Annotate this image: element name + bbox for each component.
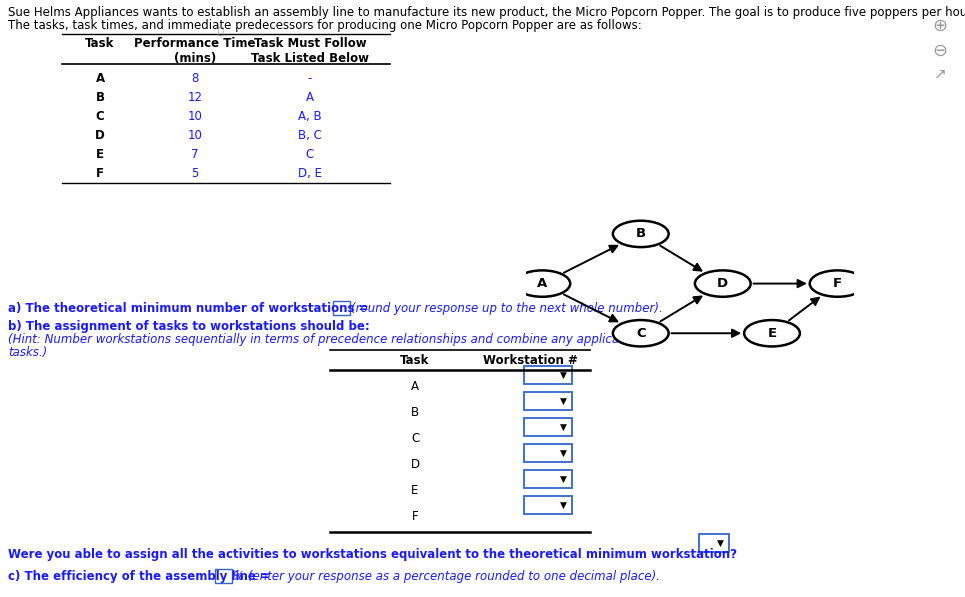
- FancyBboxPatch shape: [524, 366, 572, 384]
- Circle shape: [810, 270, 866, 297]
- Text: The tasks, task times, and immediate predecessors for producing one Micro Popcor: The tasks, task times, and immediate pre…: [8, 19, 642, 32]
- Text: 8: 8: [191, 72, 199, 85]
- Text: F: F: [96, 167, 104, 180]
- Text: C: C: [96, 110, 104, 123]
- Text: F: F: [833, 277, 842, 290]
- Text: ▼: ▼: [560, 371, 566, 380]
- Text: E: E: [411, 484, 419, 497]
- Text: D: D: [717, 277, 729, 290]
- FancyBboxPatch shape: [524, 444, 572, 462]
- Text: 10: 10: [187, 110, 203, 123]
- Text: (Hint: Number workstations sequentially in terms of precedence relationships and: (Hint: Number workstations sequentially …: [8, 333, 637, 346]
- Text: c) The efficiency of the assembly line =: c) The efficiency of the assembly line =: [8, 570, 274, 583]
- Text: Task: Task: [85, 37, 115, 50]
- Text: ⬜: ⬜: [217, 25, 223, 35]
- Text: Sue Helms Appliances wants to establish an assembly line to manufacture its new : Sue Helms Appliances wants to establish …: [8, 6, 965, 19]
- Text: Performance Time
(mins): Performance Time (mins): [134, 37, 256, 65]
- Text: 5: 5: [191, 167, 199, 180]
- Text: E: E: [96, 148, 104, 161]
- Text: ▼: ▼: [560, 500, 566, 509]
- Text: B: B: [96, 91, 104, 104]
- Text: ↗: ↗: [933, 67, 947, 82]
- Text: F: F: [412, 510, 418, 523]
- Text: C: C: [411, 432, 419, 445]
- Text: ▼: ▼: [560, 396, 566, 405]
- FancyBboxPatch shape: [214, 568, 232, 583]
- Text: b) The assignment of tasks to workstations should be:: b) The assignment of tasks to workstatio…: [8, 320, 373, 333]
- Text: 7: 7: [191, 148, 199, 161]
- Text: ⊕: ⊕: [932, 17, 948, 35]
- Text: a) The theoretical minimum number of workstations =: a) The theoretical minimum number of wor…: [8, 302, 372, 315]
- Text: B: B: [411, 406, 419, 419]
- Text: tasks.): tasks.): [8, 346, 47, 359]
- Text: Task Must Follow
Task Listed Below: Task Must Follow Task Listed Below: [251, 37, 369, 65]
- Text: -: -: [308, 72, 313, 85]
- FancyBboxPatch shape: [524, 470, 572, 488]
- Text: D: D: [410, 458, 420, 471]
- Text: C: C: [636, 327, 646, 340]
- Text: B: B: [636, 227, 646, 241]
- Text: (round your response up to the next whole number).: (round your response up to the next whol…: [351, 302, 663, 315]
- Circle shape: [744, 320, 800, 346]
- FancyBboxPatch shape: [700, 534, 729, 552]
- Text: A: A: [411, 380, 419, 393]
- Text: Task: Task: [400, 354, 429, 367]
- Text: B, C: B, C: [298, 129, 322, 142]
- Text: Workstation #: Workstation #: [482, 354, 577, 367]
- FancyBboxPatch shape: [524, 496, 572, 514]
- Text: % (enter your response as a percentage rounded to one decimal place).: % (enter your response as a percentage r…: [233, 570, 660, 583]
- Text: 12: 12: [187, 91, 203, 104]
- Text: ▼: ▼: [717, 538, 724, 547]
- Text: C: C: [306, 148, 315, 161]
- Circle shape: [613, 221, 669, 247]
- Text: ▼: ▼: [560, 448, 566, 457]
- FancyBboxPatch shape: [333, 300, 349, 315]
- Text: ▼: ▼: [560, 475, 566, 484]
- Text: D, E: D, E: [298, 167, 322, 180]
- Text: Were you able to assign all the activities to workstations equivalent to the the: Were you able to assign all the activiti…: [8, 548, 737, 561]
- FancyBboxPatch shape: [524, 418, 572, 436]
- FancyBboxPatch shape: [524, 392, 572, 410]
- Circle shape: [514, 270, 570, 297]
- Text: A: A: [538, 277, 547, 290]
- Text: 10: 10: [187, 129, 203, 142]
- Circle shape: [695, 270, 751, 297]
- Text: D: D: [96, 129, 105, 142]
- Text: ▼: ▼: [560, 423, 566, 432]
- Text: A: A: [306, 91, 314, 104]
- Text: A: A: [96, 72, 104, 85]
- Text: A, B: A, B: [298, 110, 321, 123]
- Circle shape: [613, 320, 669, 346]
- Text: E: E: [767, 327, 777, 340]
- Text: ⊖: ⊖: [932, 42, 948, 60]
